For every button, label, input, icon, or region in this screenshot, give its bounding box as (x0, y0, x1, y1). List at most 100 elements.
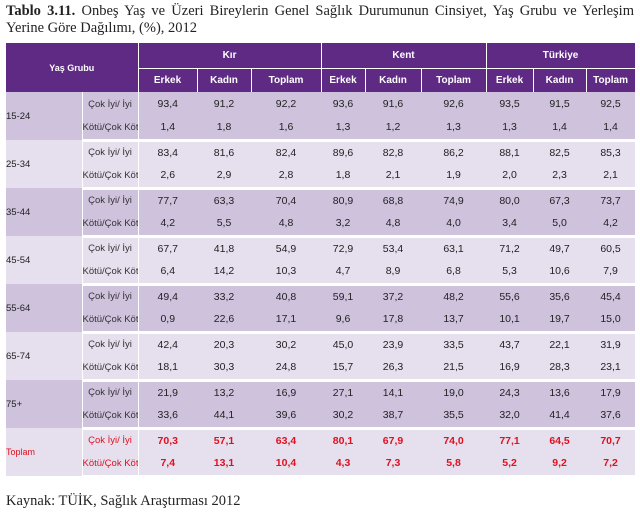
table-cell: 17,9 (586, 380, 636, 404)
table-cell: 30,2 (251, 332, 322, 356)
table-cell: 1,8 (197, 116, 252, 142)
health-condition-label: Kötü/Çok Kötü (82, 404, 139, 430)
table-cell: 93,4 (138, 92, 198, 116)
table-cell: 53,4 (365, 236, 422, 260)
table-cell: 80,1 (321, 428, 366, 452)
table-cell: 15,0 (586, 308, 636, 334)
table-cell: 22,6 (197, 308, 252, 334)
health-status-table: Yaş Grubu Kır Kent Türkiye Erkek Kadın T… (6, 43, 636, 478)
table-cell: 68,8 (365, 188, 422, 212)
table-row: 45-54 Çok İyi/ İyi 67,7 41,8 54,9 72,9 53,4 63,… (6, 236, 636, 284)
table-cell: 1,3 (321, 116, 366, 142)
caption-label: Tablo 3.11. (6, 3, 76, 19)
health-condition-label: Çok İyi/ İyi (82, 92, 139, 116)
health-condition-label: Kötü/Çok Kötü (82, 356, 139, 382)
header-row-gender: Erkek Kadın Toplam Erkek Kadın Toplam Er… (6, 68, 636, 92)
table-cell: 88,1 (486, 140, 534, 164)
health-condition-label: Çok İyi/ İyi (82, 236, 139, 260)
table-cell: 70,7 (586, 428, 636, 452)
table-cell: 8,9 (365, 260, 422, 286)
age-group-label: 15-24 (6, 92, 83, 140)
table-cell: 5,8 (421, 452, 487, 478)
table-cell: 70,4 (251, 188, 322, 212)
caption-text: Onbeş Yaş ve Üzeri Bireylerin Genel Sağl… (6, 3, 634, 36)
table-cell: 10,3 (251, 260, 322, 286)
table-cell: 22,1 (533, 332, 587, 356)
table-cell: 21,5 (421, 356, 487, 382)
table-cell: 24,8 (251, 356, 322, 382)
table-cell: 77,1 (486, 428, 534, 452)
table-cell: 4,2 (138, 212, 198, 238)
table-cell: 41,4 (533, 404, 587, 430)
table-cell: 60,5 (586, 236, 636, 260)
table-cell: 1,3 (421, 116, 487, 142)
table-cell: 15,7 (321, 356, 366, 382)
table-cell: 24,3 (486, 380, 534, 404)
table-caption: Tablo 3.11. Onbeş Yaş ve Üzeri Bireyleri… (6, 3, 634, 37)
table-cell: 49,7 (533, 236, 587, 260)
table-cell: 2,6 (138, 164, 198, 190)
table-cell: 13,7 (421, 308, 487, 334)
table-cell: 9,2 (533, 452, 587, 478)
health-condition-label: Çok İyi/ İyi (82, 428, 139, 452)
table-cell: 13,2 (197, 380, 252, 404)
table-cell: 16,9 (251, 380, 322, 404)
table-cell: 18,1 (138, 356, 198, 382)
table-row: 15-24 Çok İyi/ İyi 93,4 91,2 92,2 93,6 91,6 92,… (6, 92, 636, 140)
table-cell: 1,9 (421, 164, 487, 190)
table-cell: 59,1 (321, 284, 366, 308)
table-cell: 37,6 (586, 404, 636, 430)
table-cell: 23,9 (365, 332, 422, 356)
subheader-kadin: Kadın (197, 68, 252, 92)
table-cell: 74,9 (421, 188, 487, 212)
table-cell: 30,2 (321, 404, 366, 430)
table-cell: 42,4 (138, 332, 198, 356)
age-group-label: Toplam (6, 428, 83, 476)
health-condition-label: Kötü/Çok Kötü (82, 308, 139, 334)
table-cell: 31,9 (586, 332, 636, 356)
table-cell: 67,9 (365, 428, 422, 452)
table-cell: 72,9 (321, 236, 366, 260)
table-cell: 2,3 (533, 164, 587, 190)
table-cell: 26,3 (365, 356, 422, 382)
table-cell: 23,1 (586, 356, 636, 382)
table-cell: 4,7 (321, 260, 366, 286)
table-row: 35-44 Çok İyi/ İyi 77,7 63,3 70,4 80,9 68,8 74,… (6, 188, 636, 236)
table-row: Kötü/Çok Kötü 6,4 14,2 10,3 4,7 8,9 6,8 5,3 10,6… (6, 260, 636, 286)
table-cell: 33,6 (138, 404, 198, 430)
table-cell: 16,9 (486, 356, 534, 382)
subheader-toplam: Toplam (586, 68, 636, 92)
table-cell: 83,4 (138, 140, 198, 164)
table-cell: 7,2 (586, 452, 636, 478)
table-cell: 9,6 (321, 308, 366, 334)
table-cell: 4,3 (321, 452, 366, 478)
table-cell: 92,2 (251, 92, 322, 116)
health-condition-label: Çok İyi/ İyi (82, 188, 139, 212)
table-row: Toplam Çok İyi/ İyi 70,3 57,1 63,4 80,1 67,9 74… (6, 428, 636, 476)
table-cell: 67,7 (138, 236, 198, 260)
table-cell: 19,7 (533, 308, 587, 334)
table-cell: 44,1 (197, 404, 252, 430)
table-cell: 92,5 (586, 92, 636, 116)
table-cell: 41,8 (197, 236, 252, 260)
table-cell: 17,1 (251, 308, 322, 334)
table-cell: 71,2 (486, 236, 534, 260)
table-cell: 35,6 (533, 284, 587, 308)
table-row: Kötü/Çok Kötü 2,6 2,9 2,8 1,8 2,1 1,9 2,0 2,3 2,1 (6, 164, 636, 190)
table-cell: 91,2 (197, 92, 252, 116)
table-cell: 33,5 (421, 332, 487, 356)
table-cell: 21,9 (138, 380, 198, 404)
table-cell: 0,9 (138, 308, 198, 334)
table-cell: 10,6 (533, 260, 587, 286)
table-cell: 45,0 (321, 332, 366, 356)
table-cell: 43,7 (486, 332, 534, 356)
age-group-label: 65-74 (6, 332, 83, 380)
table-cell: 81,6 (197, 140, 252, 164)
table-cell: 14,1 (365, 380, 422, 404)
table-cell: 86,2 (421, 140, 487, 164)
table-cell: 1,6 (251, 116, 322, 142)
table-row: 65-74 Çok İyi/ İyi 42,4 20,3 30,2 45,0 23,9 33,… (6, 332, 636, 380)
table-row: 75+ Çok İyi/ İyi 21,9 13,2 16,9 27,1 14,1 19,0 2… (6, 380, 636, 428)
table-cell: 3,4 (486, 212, 534, 238)
table-cell: 5,5 (197, 212, 252, 238)
